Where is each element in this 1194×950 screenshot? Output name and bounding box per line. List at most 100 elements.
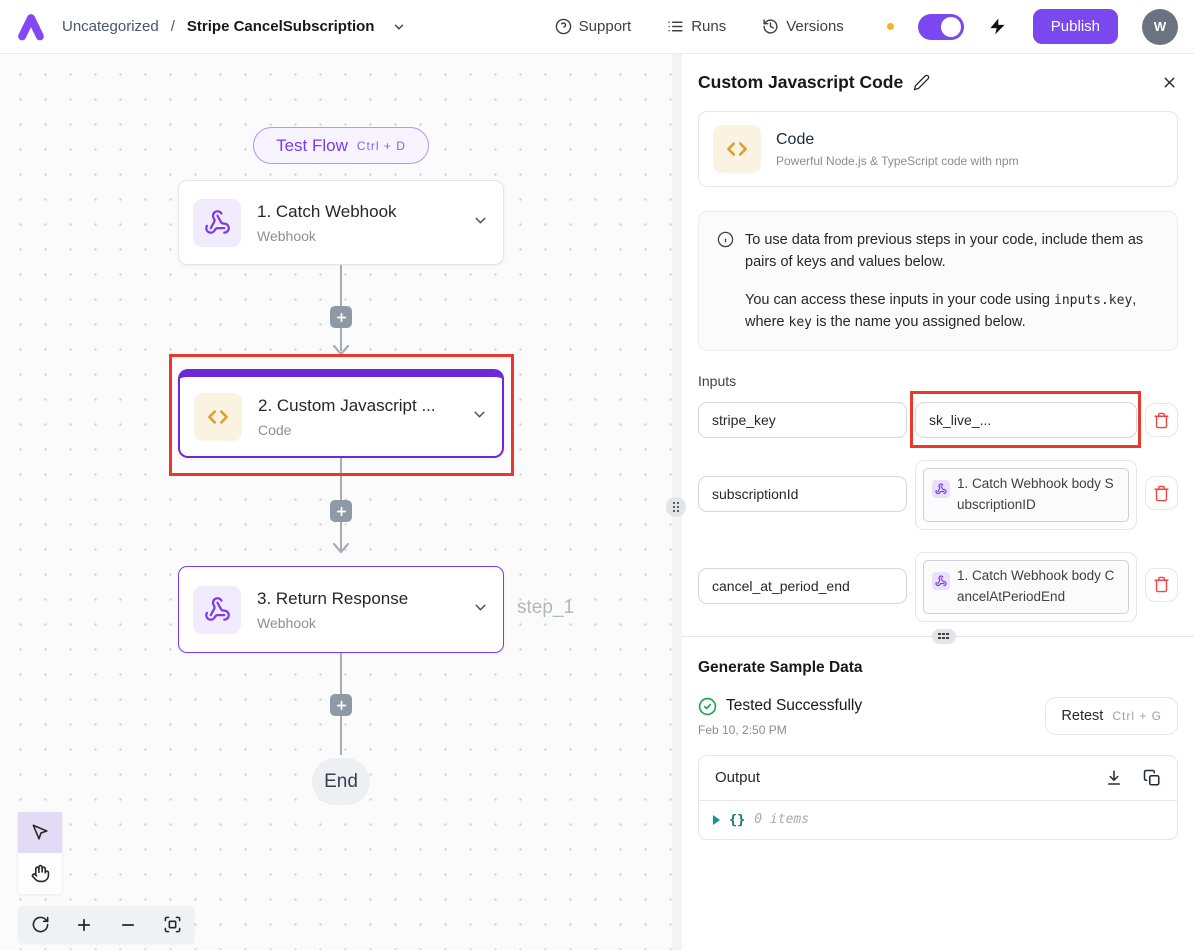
chip-label: 1. Catch Webhook body CancelAtPeriodEnd: [957, 567, 1115, 604]
info-icon: [717, 231, 734, 333]
flow-end-node: End: [312, 758, 370, 805]
expand-tree-icon[interactable]: [713, 814, 720, 825]
avatar[interactable]: W: [1142, 8, 1178, 45]
publish-button[interactable]: Publish: [1032, 9, 1118, 44]
panel-resize-divider[interactable]: [666, 54, 686, 950]
node-subtitle: Code: [258, 421, 292, 438]
node-title: 2. Custom Javascript ...: [258, 395, 436, 415]
copy-icon: [1143, 769, 1160, 786]
close-icon[interactable]: [1161, 74, 1178, 91]
step-data-chip[interactable]: 1. Catch Webhook body SubscriptionID: [923, 468, 1129, 522]
node-title: 1. Catch Webhook: [257, 201, 397, 221]
delete-input-button[interactable]: [1145, 567, 1178, 602]
resize-grip-icon[interactable]: [666, 497, 686, 517]
canvas-zoom-toolbar: [18, 906, 194, 943]
info-alert: To use data from previous steps in your …: [698, 211, 1178, 352]
test-status-text: Tested Successfully: [726, 697, 863, 715]
json-item-count: 0 items: [754, 812, 810, 828]
chip-label: 1. Catch Webhook body SubscriptionID: [957, 476, 1114, 513]
help-circle-icon: [555, 18, 571, 35]
flow-name[interactable]: Stripe CancelSubscription: [186, 18, 375, 35]
trash-icon: [1154, 485, 1169, 501]
zoom-in-button[interactable]: [69, 910, 99, 940]
delete-input-button[interactable]: [1145, 403, 1178, 438]
fit-to-view-button[interactable]: [157, 910, 187, 940]
node-subtitle: Webhook: [257, 227, 316, 244]
refresh-view-button[interactable]: [25, 910, 55, 940]
webhook-icon: [193, 585, 241, 634]
unsaved-changes-dot: [886, 23, 894, 30]
piece-name: Code: [776, 130, 815, 148]
chevron-down-icon[interactable]: [472, 599, 489, 621]
output-card: Output {} 0 items: [698, 754, 1178, 840]
cursor-icon: [32, 824, 48, 840]
retest-button[interactable]: Retest Ctrl + G: [1045, 696, 1178, 735]
edit-name-icon[interactable]: [913, 74, 930, 91]
flow-node-custom-javascript[interactable]: 2. Custom Javascript ... Code: [178, 369, 504, 458]
resize-grip-icon[interactable]: [932, 628, 956, 644]
add-step-button[interactable]: [330, 694, 352, 716]
pan-tool-button[interactable]: [18, 853, 62, 894]
chevron-down-icon[interactable]: [471, 406, 488, 428]
delete-input-button[interactable]: [1145, 476, 1178, 511]
history-icon: [763, 19, 778, 34]
step-data-chip[interactable]: 1. Catch Webhook body CancelAtPeriodEnd: [923, 559, 1129, 614]
hand-icon: [31, 864, 49, 883]
arrowhead-icon: [331, 541, 351, 559]
app-logo-icon[interactable]: [16, 12, 46, 42]
support-link[interactable]: Support: [555, 18, 631, 35]
top-header: Uncategorized / Stripe CancelSubscriptio…: [0, 0, 1194, 54]
add-step-button[interactable]: [330, 306, 352, 328]
input-value-field[interactable]: 1. Catch Webhook body CancelAtPeriodEnd: [915, 551, 1137, 622]
input-key-field[interactable]: [698, 476, 907, 513]
chevron-down-icon[interactable]: [392, 20, 406, 34]
trash-icon: [1154, 577, 1169, 593]
code-icon: [713, 125, 761, 173]
output-title: Output: [715, 769, 761, 787]
flow-node-return-response[interactable]: 3. Return Response Webhook: [178, 566, 504, 653]
download-icon: [1108, 770, 1120, 785]
webhook-icon: [193, 198, 241, 247]
inline-code: inputs.key: [1054, 293, 1133, 309]
download-output-button[interactable]: [1105, 769, 1123, 787]
breadcrumb-category[interactable]: Uncategorized: [62, 18, 159, 35]
arrowhead-icon: [331, 343, 351, 361]
code-icon: [194, 392, 242, 441]
breadcrumb-separator: /: [170, 18, 175, 35]
chevron-down-icon[interactable]: [472, 212, 489, 234]
copy-output-button[interactable]: [1143, 769, 1161, 787]
input-row-subscription-id: 1. Catch Webhook body SubscriptionID: [698, 460, 1178, 530]
info-paragraph-2: You can access these inputs in your code…: [745, 292, 1137, 331]
zoom-out-button[interactable]: [113, 910, 143, 940]
panel-title: Custom Javascript Code: [698, 72, 904, 92]
add-step-button[interactable]: [330, 500, 352, 522]
step-name-label: step_1: [517, 597, 575, 618]
input-row-stripe-key: [698, 391, 1178, 449]
lightning-bolt-icon[interactable]: [988, 17, 1007, 36]
piece-info-card: Code Powerful Node.js & TypeScript code …: [698, 111, 1178, 187]
input-value-field[interactable]: [915, 402, 1137, 439]
test-section-divider: [682, 628, 1194, 644]
flow-node-catch-webhook[interactable]: 1. Catch Webhook Webhook: [178, 180, 504, 265]
minus-icon: [121, 923, 135, 926]
input-key-field[interactable]: [698, 567, 907, 604]
flow-canvas[interactable]: Test Flow Ctrl + D 1. Catch Webhook Webh…: [0, 54, 672, 950]
node-title: 3. Return Response: [257, 588, 409, 608]
plus-icon: [336, 312, 346, 322]
runs-link[interactable]: Runs: [667, 18, 726, 35]
input-value-field[interactable]: 1. Catch Webhook body SubscriptionID: [915, 460, 1137, 530]
flow-enabled-toggle[interactable]: [917, 13, 964, 40]
test-flow-button[interactable]: Test Flow Ctrl + D: [253, 127, 429, 164]
plus-icon: [336, 700, 346, 710]
fit-view-icon: [164, 916, 180, 933]
trash-icon: [1154, 412, 1169, 428]
input-row-cancel-at-period-end: 1. Catch Webhook body CancelAtPeriodEnd: [698, 551, 1178, 622]
json-braces: {}: [729, 811, 746, 828]
input-key-field[interactable]: [698, 402, 907, 439]
versions-link[interactable]: Versions: [762, 18, 844, 35]
step-settings-panel: Custom Javascript Code Code Powerful Nod…: [682, 54, 1194, 950]
generate-sample-data-title: Generate Sample Data: [698, 658, 863, 676]
select-tool-button[interactable]: [18, 812, 62, 853]
test-timestamp: Feb 10, 2:50 PM: [698, 722, 787, 737]
canvas-tool-group: [18, 812, 62, 894]
